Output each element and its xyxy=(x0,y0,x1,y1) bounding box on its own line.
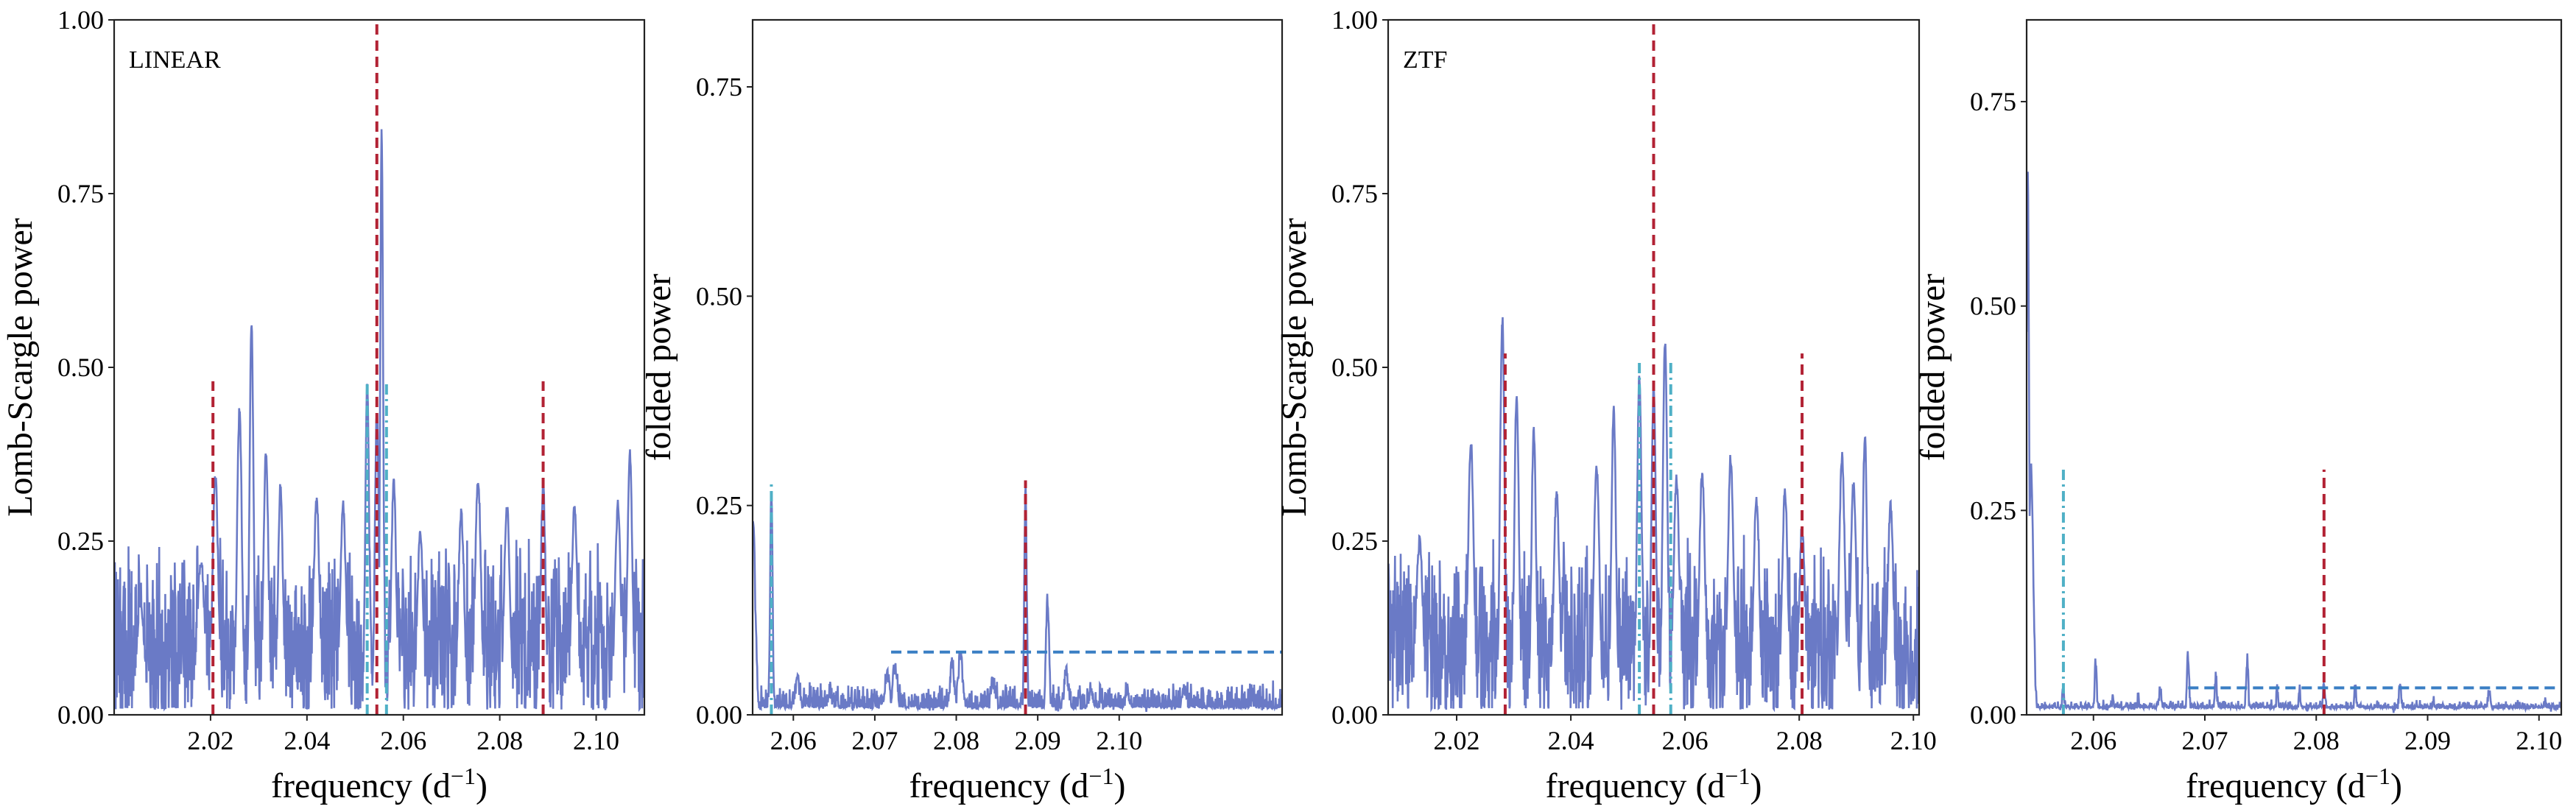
power-spectrum-line xyxy=(753,485,1282,713)
x-axis-label-close: ) xyxy=(1750,766,1762,805)
panel-2: 2.06 2.07 2.08 2.09 2.10 0.00 0.25 0.50 0.75 freq… xyxy=(639,18,1284,805)
x-axis-label-superscript: −1 xyxy=(1088,763,1113,789)
x-tick-label: 2.02 xyxy=(1434,726,1480,755)
x-tick-label: 2.10 xyxy=(2516,726,2562,755)
power-spectrum-line xyxy=(114,129,644,713)
x-axis-label: frequency (d−1) xyxy=(909,763,1126,805)
x-tick-label: 2.08 xyxy=(2293,726,2340,755)
x-axis-label-text: frequency (d xyxy=(909,766,1089,805)
y-tick-label: 0.50 xyxy=(1970,292,2016,321)
y-axis-label: folded power xyxy=(639,274,678,462)
panel-label: LINEAR xyxy=(129,46,221,74)
x-axis-label-text: frequency (d xyxy=(271,766,451,805)
x-tick-label: 2.04 xyxy=(1548,726,1594,755)
x-axis-label: frequency (d−1) xyxy=(2186,763,2402,805)
x-tick-label: 2.06 xyxy=(380,726,426,755)
y-tick-label: 0.25 xyxy=(57,526,104,556)
y-axis-label: Lomb-Scargle power xyxy=(1275,218,1314,517)
x-tick-label: 2.07 xyxy=(851,726,898,755)
panel-1: 2.02 2.04 2.06 2.08 2.10 0.00 0.25 0.50 0.75 1.00… xyxy=(1,5,646,805)
x-tick-label: 2.06 xyxy=(1662,726,1708,755)
axes-frame xyxy=(751,18,1284,716)
panel-4: 2.06 2.07 2.08 2.09 2.10 0.00 0.25 0.50 0.75 freq… xyxy=(1913,18,2563,805)
y-axis-label: folded power xyxy=(1913,274,1952,462)
x-axis-label-text: frequency (d xyxy=(2186,766,2365,805)
x-axis-label-superscript: −1 xyxy=(451,763,476,789)
panel-3: 2.02 2.04 2.06 2.08 2.10 0.00 0.25 0.50 0.75 1.00… xyxy=(1275,5,1937,805)
y-axis-label: Lomb-Scargle power xyxy=(1,218,40,517)
y-tick-label: 0.00 xyxy=(1331,700,1378,730)
x-tick-label: 2.10 xyxy=(1096,726,1142,755)
x-tick-label: 2.08 xyxy=(476,726,523,755)
power-spectrum-line xyxy=(2027,172,2561,713)
x-tick-label: 2.04 xyxy=(284,726,330,755)
x-tick-label: 2.10 xyxy=(573,726,619,755)
y-tick-label: 0.75 xyxy=(57,179,104,208)
x-tick-label: 2.06 xyxy=(770,726,817,755)
x-tick-label: 2.02 xyxy=(187,726,233,755)
x-axis-label: frequency (d−1) xyxy=(271,763,488,805)
x-axis-label-superscript: −1 xyxy=(2365,763,2390,789)
y-tick-label: 1.00 xyxy=(57,5,104,35)
y-tick-label: 0.75 xyxy=(1331,179,1378,208)
y-tick-label: 0.75 xyxy=(1970,87,2016,116)
y-tick-label: 0.25 xyxy=(696,491,742,520)
y-tick-label: 0.50 xyxy=(57,353,104,382)
x-axis-label-superscript: −1 xyxy=(1725,763,1750,789)
y-tick-label: 0.75 xyxy=(696,72,742,102)
x-tick-label: 2.09 xyxy=(2404,726,2451,755)
x-tick-label: 2.08 xyxy=(933,726,979,755)
x-axis-label: frequency (d−1) xyxy=(1546,763,1762,805)
x-axis-label-close: ) xyxy=(1113,766,1125,805)
power-spectrum-line xyxy=(1388,317,1919,713)
x-axis-label-close: ) xyxy=(476,766,488,805)
x-tick-label: 2.08 xyxy=(1776,726,1823,755)
y-tick-label: 0.25 xyxy=(1970,495,2016,525)
x-axis-label-text: frequency (d xyxy=(1546,766,1725,805)
x-tick-label: 2.06 xyxy=(2070,726,2116,755)
axes-frame xyxy=(2025,18,2563,716)
x-tick-label: 2.09 xyxy=(1015,726,1061,755)
y-tick-label: 0.50 xyxy=(1331,353,1378,382)
y-tick-label: 0.50 xyxy=(696,281,742,311)
y-tick-label: 1.00 xyxy=(1331,5,1378,35)
panel-label: ZTF xyxy=(1403,46,1447,74)
x-tick-label: 2.10 xyxy=(1890,726,1937,755)
x-axis-label-close: ) xyxy=(2390,766,2402,805)
x-tick-label: 2.07 xyxy=(2182,726,2228,755)
y-tick-label: 0.00 xyxy=(1970,700,2016,730)
y-tick-label: 0.00 xyxy=(57,700,104,730)
y-tick-label: 0.25 xyxy=(1331,526,1378,556)
y-tick-label: 0.00 xyxy=(696,700,742,730)
